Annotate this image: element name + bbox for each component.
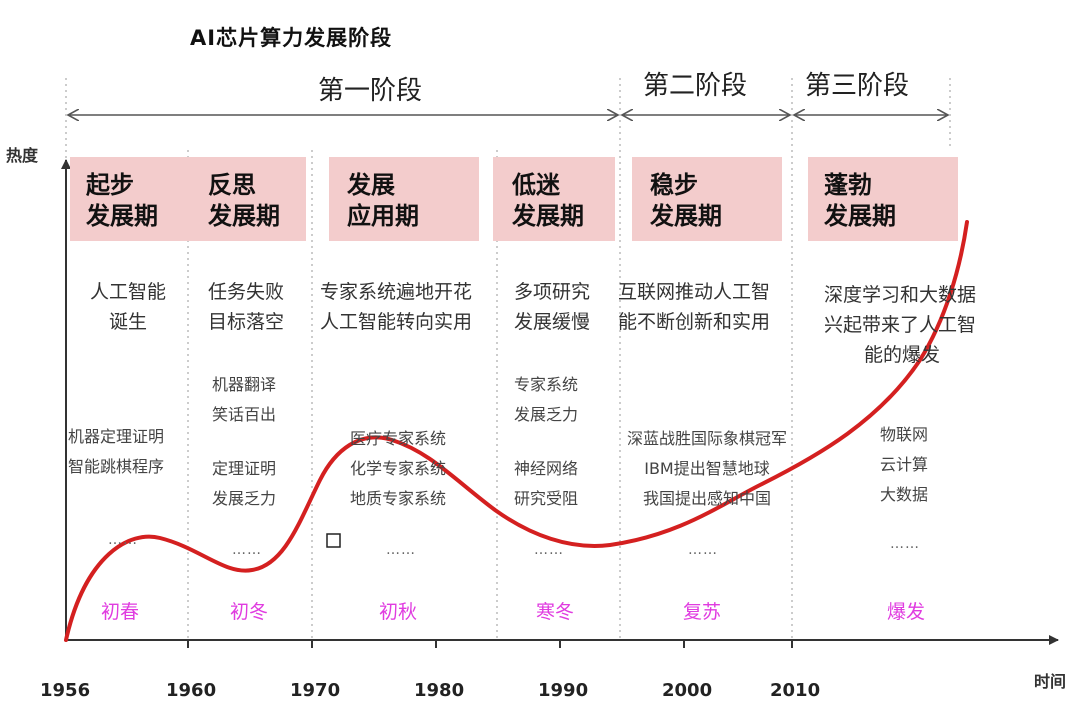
desc-deep-learning: 深度学习和大数据 兴起带来了人工智 能的爆发 bbox=[824, 284, 977, 366]
ellipsis-1: …… bbox=[108, 532, 138, 548]
ellipsis-2: …… bbox=[232, 542, 262, 558]
season-explosion: 爆发 bbox=[887, 601, 926, 623]
year-2000: 2000 bbox=[662, 680, 713, 701]
events-1990s: 深蓝战胜国际象棋冠军 IBM提出智慧地球 我国提出感知中国 bbox=[626, 429, 787, 508]
phase-downturn: 低迷 发展期 bbox=[512, 171, 584, 230]
desc-expert-systems: 专家系统遍地开花 人工智能转向实用 bbox=[320, 281, 473, 333]
events-1956: 机器定理证明 智能跳棋程序 bbox=[68, 427, 165, 476]
events-1970s: 医疗专家系统 化学专家系统 地质专家系统 bbox=[350, 429, 447, 508]
phase-boom: 蓬勃 发展期 bbox=[824, 171, 896, 230]
year-1970: 1970 bbox=[290, 680, 341, 701]
desc-birth: 人工智能 诞生 bbox=[89, 281, 166, 333]
ellipsis-4: …… bbox=[534, 542, 564, 558]
desc-internet: 互联网推动人工智 能不断创新和实用 bbox=[618, 281, 771, 333]
season-deep-winter: 寒冬 bbox=[536, 601, 575, 623]
popularity-curve bbox=[64, 220, 969, 642]
phase-box-steady bbox=[632, 157, 782, 241]
phase-box-early bbox=[70, 157, 306, 241]
phase-box-boom bbox=[808, 157, 958, 241]
season-recovery: 复苏 bbox=[683, 601, 722, 623]
year-1960: 1960 bbox=[166, 680, 217, 701]
desc-failure: 任务失败 目标落空 bbox=[208, 281, 285, 333]
season-early-autumn: 初秋 bbox=[379, 601, 418, 623]
x-axis-label: 时间 bbox=[1034, 672, 1067, 691]
events-2010s: 物联网 云计算 大数据 bbox=[880, 425, 929, 504]
year-1990: 1990 bbox=[538, 680, 589, 701]
phase-reflection: 反思 发展期 bbox=[208, 171, 280, 230]
stage-label-3: 第三阶段 bbox=[805, 71, 910, 101]
season-early-spring: 初春 bbox=[101, 601, 140, 623]
year-1980: 1980 bbox=[414, 680, 465, 701]
season-early-winter: 初冬 bbox=[230, 601, 269, 623]
square-marker bbox=[326, 533, 341, 548]
x-axis-ticks bbox=[187, 640, 793, 648]
phase-application: 发展 应用期 bbox=[347, 171, 419, 230]
events-1980s: 专家系统 发展乏力 神经网络 研究受阻 bbox=[514, 375, 579, 508]
desc-slow: 多项研究 发展缓慢 bbox=[514, 281, 591, 333]
axes bbox=[61, 159, 1059, 645]
ellipsis-3: …… bbox=[386, 542, 416, 558]
y-axis-label: 热度 bbox=[6, 146, 39, 165]
events-1960s: 机器翻译 笑话百出 定理证明 发展乏力 bbox=[212, 375, 277, 508]
phase-box-application bbox=[329, 157, 479, 241]
year-2010: 2010 bbox=[770, 680, 821, 701]
stage-label-2: 第二阶段 bbox=[643, 71, 748, 101]
stage-label-1: 第一阶段 bbox=[318, 76, 423, 106]
ellipsis-6: …… bbox=[890, 536, 920, 552]
phase-start: 起步 发展期 bbox=[86, 171, 158, 230]
ellipsis-5: …… bbox=[688, 542, 718, 558]
phase-steady: 稳步 发展期 bbox=[650, 171, 722, 230]
phase-box-downturn bbox=[493, 157, 615, 241]
diagram-title: AI芯片算力发展阶段 bbox=[190, 26, 393, 50]
year-1956: 1956 bbox=[40, 680, 91, 701]
